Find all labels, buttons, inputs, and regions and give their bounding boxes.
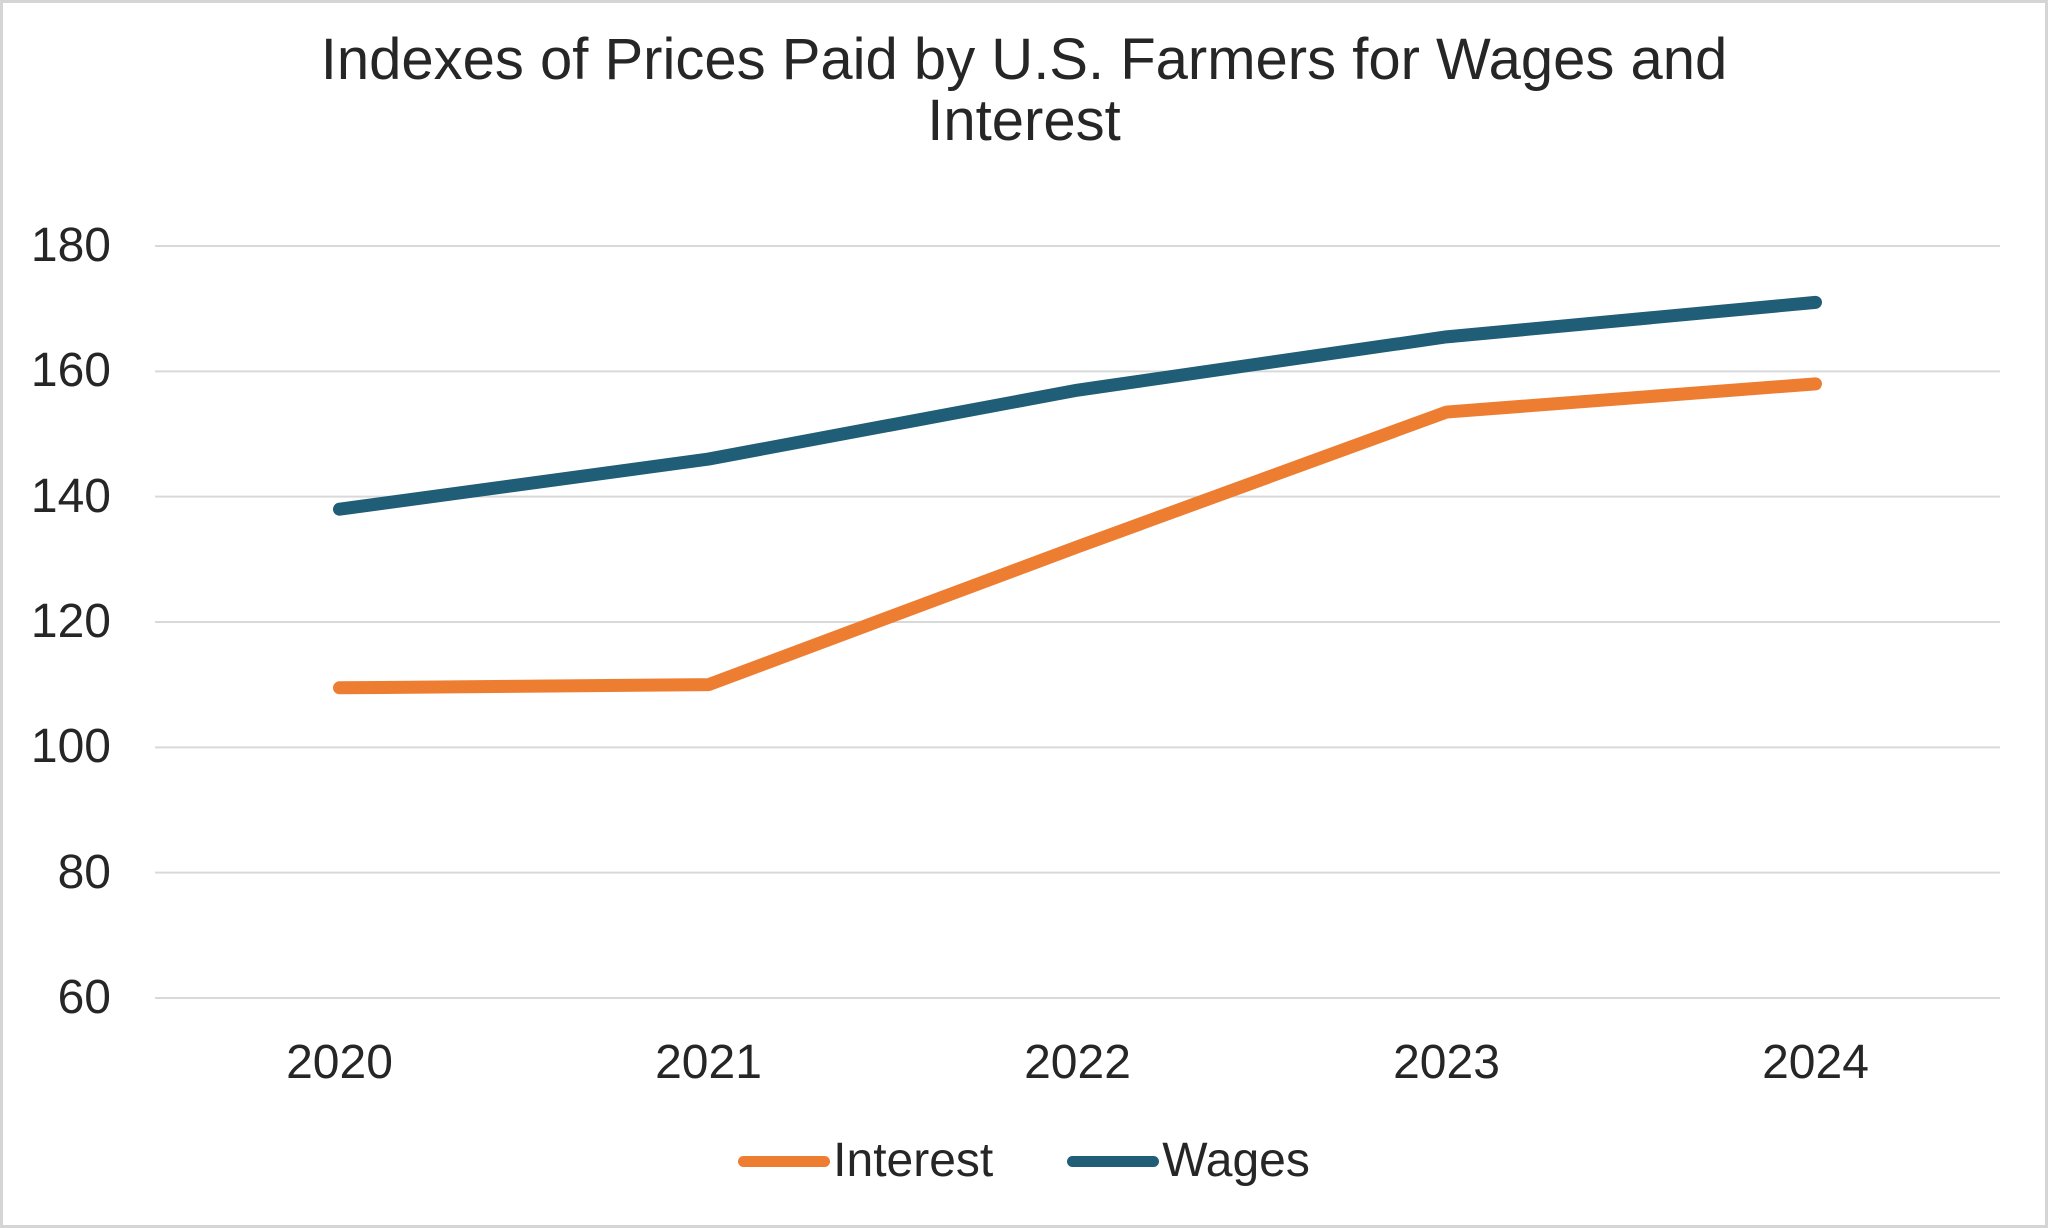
y-axis-tick-label: 140 [30,469,111,523]
y-axis-tick-label: 120 [30,595,111,648]
interest-line [333,377,1822,695]
y-axis-tick-label: 60 [57,971,111,1024]
x-axis-tick-label: 2020 [286,1036,393,1089]
legend-label-wages: Wages [1162,1134,1310,1187]
x-axis-tick-label: 2022 [1024,1036,1131,1089]
y-axis-tick-label: 180 [30,219,111,272]
legend-label-interest: Interest [833,1134,994,1187]
chart-title-text: Indexes of Prices Paid by U.S. Farmers f… [320,27,1728,153]
x-axis-tick-label: 2023 [1393,1036,1500,1089]
legend: Interest Wages [3,1135,2045,1187]
plot-area [155,245,2000,999]
y-axis-tick-label: 80 [57,845,111,899]
legend-item-interest: Interest [738,1135,993,1187]
y-axis-tick-label: 100 [30,720,111,774]
y-axis-tick-label: 160 [30,344,111,398]
x-axis-tick-label: 2021 [655,1036,762,1089]
x-axis-tick-label: 2024 [1762,1036,1869,1089]
legend-item-wages: Wages [1067,1135,1310,1187]
wages-line [333,295,1822,516]
chart-title: Indexes of Prices Paid by U.S. Farmers f… [3,29,2045,151]
legend-swatch-interest-icon [738,1155,831,1167]
legend-swatch-wages-icon [1067,1155,1160,1167]
